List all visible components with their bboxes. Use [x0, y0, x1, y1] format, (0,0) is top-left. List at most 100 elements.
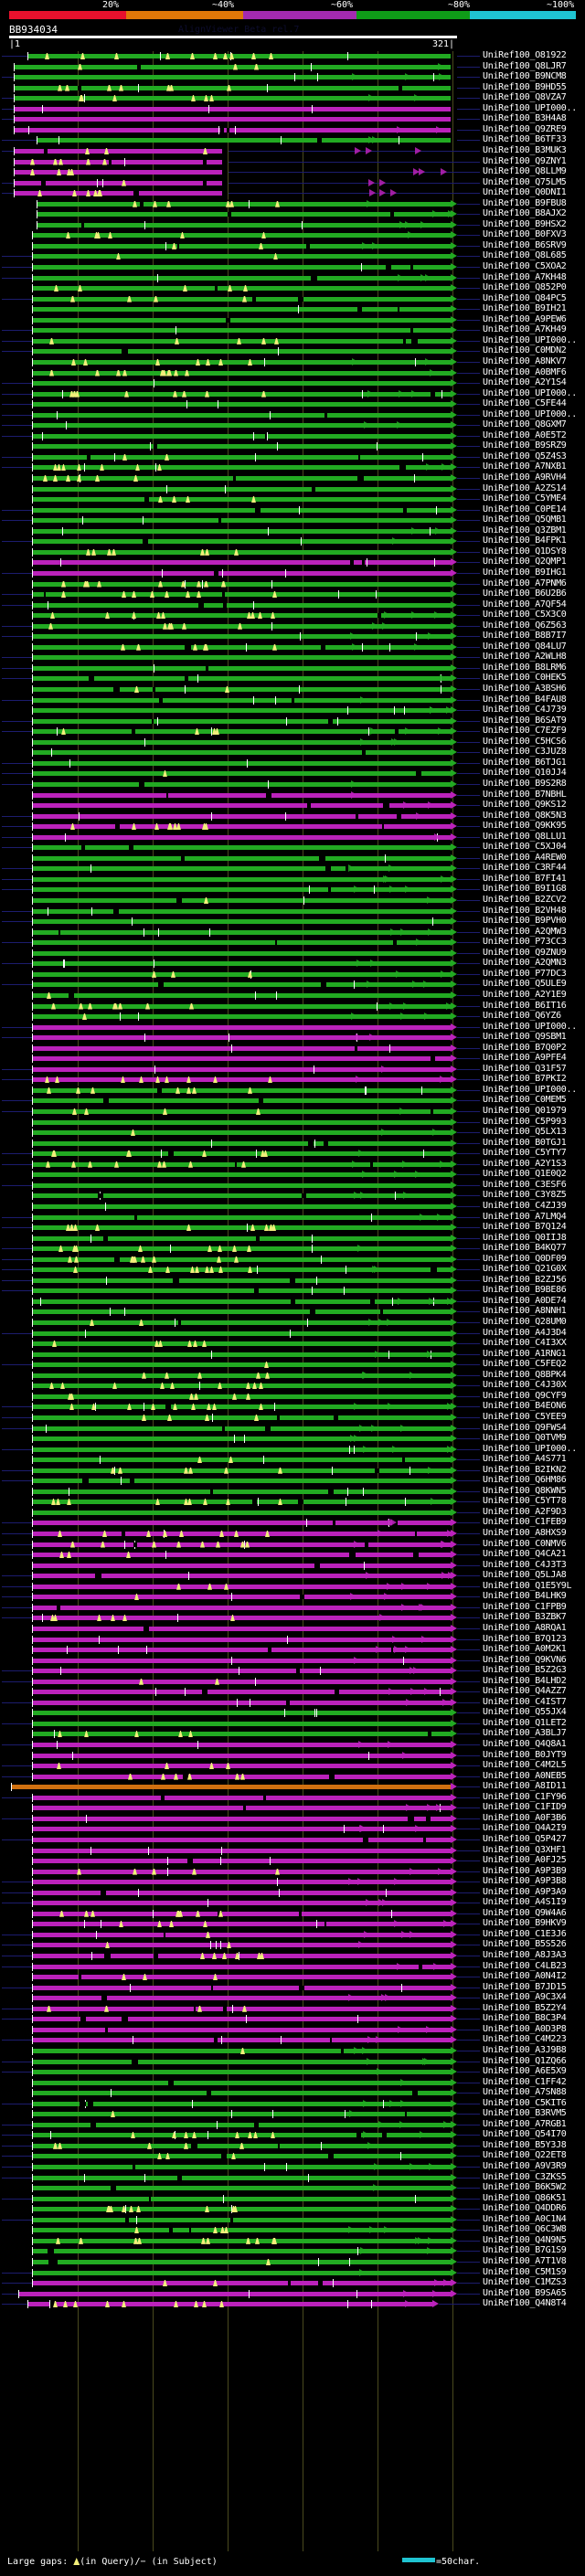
alignment-row[interactable]: UniRef100_B7Q123 — [0, 1634, 585, 1646]
hit-accession-label[interactable]: UniRef100_B9SA65 — [483, 2287, 567, 2298]
hit-accession-label[interactable]: UniRef100_A8J3A3 — [483, 1950, 567, 1960]
hit-accession-label[interactable]: UniRef100_A1RNG1 — [483, 1348, 567, 1359]
alignment-row[interactable]: UniRef100_B8AJX2 — [0, 208, 585, 220]
alignment-row[interactable]: UniRef100_Q0IIJ8 — [0, 1233, 585, 1245]
alignment-bar[interactable] — [32, 1837, 451, 1842]
alignment-bar[interactable] — [32, 1362, 451, 1368]
alignment-row[interactable]: UniRef100_Q1ZQ66 — [0, 2056, 585, 2068]
hit-accession-label[interactable]: UniRef100_A4REW0 — [483, 852, 567, 863]
hit-accession-label[interactable]: UniRef100_C3ESF6 — [483, 1179, 567, 1190]
alignment-bar[interactable] — [14, 75, 451, 80]
alignment-bar[interactable] — [32, 1140, 451, 1146]
alignment-bar[interactable] — [37, 138, 451, 143]
hit-accession-label[interactable]: UniRef100_Q0TVM9 — [483, 1433, 567, 1444]
alignment-row[interactable]: UniRef100_A7LMQ4 — [0, 1212, 585, 1224]
alignment-row[interactable]: UniRef100_A0D3P8 — [0, 2024, 585, 2036]
alignment-bar[interactable] — [32, 1256, 451, 1262]
alignment-row[interactable]: UniRef100_C5X3C0 — [0, 610, 585, 621]
alignment-bar[interactable] — [32, 824, 451, 830]
alignment-row[interactable]: UniRef100_Q9FWS4 — [0, 1423, 585, 1435]
alignment-bar[interactable] — [32, 275, 451, 281]
alignment-bar[interactable] — [32, 1922, 451, 1927]
alignment-row[interactable]: UniRef100_Q0DF09 — [0, 1254, 585, 1266]
alignment-row[interactable]: UniRef100_C3JUZ8 — [0, 747, 585, 758]
hit-accession-label[interactable]: UniRef100_Q4AZZ7 — [483, 1686, 567, 1697]
alignment-bar[interactable] — [32, 549, 451, 555]
alignment-row[interactable]: UniRef100_Q55JX4 — [0, 1707, 585, 1719]
alignment-row[interactable]: UniRef100_Q8BPK4 — [0, 1370, 585, 1382]
alignment-bar[interactable] — [32, 2091, 451, 2096]
alignment-row[interactable]: UniRef100_A2Y1E9 — [0, 990, 585, 1002]
alignment-bar[interactable] — [32, 1648, 451, 1653]
alignment-row[interactable]: UniRef100_B2ZJ56 — [0, 1275, 585, 1287]
alignment-bar[interactable] — [14, 191, 222, 196]
alignment-bar[interactable] — [32, 1500, 451, 1505]
alignment-bar[interactable] — [14, 159, 222, 164]
hit-accession-label[interactable]: UniRef100_Q6Z563 — [483, 620, 567, 631]
alignment-row[interactable]: UniRef100_Q54I70 — [0, 2129, 585, 2141]
hit-accession-label[interactable]: UniRef100_Q84LU7 — [483, 641, 567, 652]
alignment-row[interactable]: UniRef100_P77DC3 — [0, 969, 585, 981]
hit-accession-label[interactable]: UniRef100_C0PE14 — [483, 504, 567, 514]
alignment-row[interactable]: UniRef100_Q6YZ6 — [0, 1011, 585, 1023]
hit-accession-label[interactable]: UniRef100_Q2QMP1 — [483, 557, 567, 567]
alignment-row[interactable]: UniRef100_C0MDN2 — [0, 345, 585, 357]
alignment-row[interactable]: UniRef100_C3Y8Z5 — [0, 1190, 585, 1202]
hit-accession-label[interactable]: UniRef100_A2Y1S3 — [483, 1158, 567, 1169]
alignment-bar[interactable] — [14, 64, 451, 69]
alignment-row[interactable]: UniRef100_B4FPK1 — [0, 535, 585, 547]
hit-accession-label[interactable]: UniRef100_Q9CYF9 — [483, 1390, 567, 1401]
alignment-row[interactable]: UniRef100_A6E5X9 — [0, 2066, 585, 2078]
hit-accession-label[interactable]: UniRef100_Q1LET2 — [483, 1717, 567, 1728]
alignment-row[interactable]: UniRef100_A2QMW3 — [0, 927, 585, 938]
alignment-row[interactable]: UniRef100_B7G1S9 — [0, 2245, 585, 2257]
alignment-bar[interactable] — [37, 212, 451, 217]
alignment-row[interactable]: UniRef100_B9I1G8 — [0, 884, 585, 896]
hit-accession-label[interactable]: UniRef100_B3MUK3 — [483, 144, 567, 155]
alignment-row[interactable]: UniRef100_B7PKI2 — [0, 1074, 585, 1086]
alignment-row[interactable]: UniRef100_UPI000.. — [0, 1022, 585, 1034]
hit-accession-label[interactable]: UniRef100_C3RF44 — [483, 863, 567, 874]
alignment-bar[interactable] — [14, 96, 451, 101]
alignment-row[interactable]: UniRef100_A9V3R9 — [0, 2161, 585, 2173]
alignment-bar[interactable] — [32, 539, 451, 545]
alignment-bar[interactable] — [32, 560, 451, 566]
hit-accession-label[interactable]: UniRef100_A0F3B6 — [483, 1812, 567, 1823]
alignment-row[interactable]: UniRef100_C1FPB9 — [0, 1602, 585, 1614]
alignment-bar[interactable] — [32, 1341, 451, 1347]
alignment-bar[interactable] — [32, 634, 451, 640]
alignment-bar[interactable] — [32, 1394, 451, 1399]
alignment-row[interactable]: UniRef100_B6K5W2 — [0, 2182, 585, 2194]
alignment-bar[interactable] — [32, 1330, 451, 1336]
alignment-row[interactable]: UniRef100_A9PFE4 — [0, 1053, 585, 1065]
alignment-bar[interactable] — [32, 1964, 451, 1969]
alignment-bar[interactable] — [14, 148, 222, 154]
alignment-bar[interactable] — [32, 2027, 451, 2032]
hit-accession-label[interactable]: UniRef100_UPI000.. — [483, 387, 577, 398]
alignment-bar[interactable] — [32, 1510, 451, 1515]
hit-accession-label[interactable]: UniRef100_B9SRZ9 — [483, 440, 567, 451]
hit-accession-label[interactable]: UniRef100_B6IT16 — [483, 1000, 567, 1011]
alignment-bar[interactable] — [32, 940, 451, 946]
alignment-bar[interactable] — [32, 2228, 451, 2233]
alignment-row[interactable]: UniRef100_Q9SBM1 — [0, 1032, 585, 1044]
hit-accession-label[interactable]: UniRef100_Q8KWN5 — [483, 1485, 567, 1496]
hit-accession-label[interactable]: UniRef100_B3ZBK7 — [483, 1612, 567, 1623]
alignment-row[interactable]: UniRef100_O81922 — [0, 50, 585, 62]
alignment-bar[interactable] — [32, 402, 451, 408]
alignment-bar[interactable] — [32, 1119, 451, 1125]
alignment-bar[interactable] — [32, 1489, 451, 1494]
hit-accession-label[interactable]: UniRef100_A7NXB1 — [483, 461, 567, 472]
alignment-bar[interactable] — [32, 1658, 451, 1663]
hit-accession-label[interactable]: UniRef100_Q31F57 — [483, 1063, 567, 1074]
alignment-bar[interactable] — [32, 381, 451, 387]
alignment-bar[interactable] — [32, 359, 451, 365]
hit-accession-label[interactable]: UniRef100_Q22ET8 — [483, 2150, 567, 2161]
alignment-bar[interactable] — [32, 233, 451, 239]
alignment-bar[interactable] — [32, 982, 451, 988]
alignment-bar[interactable] — [32, 349, 451, 355]
hit-accession-label[interactable]: UniRef100_Q8LLM9 — [483, 166, 567, 177]
alignment-bar[interactable] — [32, 602, 451, 608]
alignment-row[interactable]: UniRef100_Q2QMP1 — [0, 557, 585, 568]
alignment-row[interactable]: UniRef100_A4S1I9 — [0, 1897, 585, 1909]
